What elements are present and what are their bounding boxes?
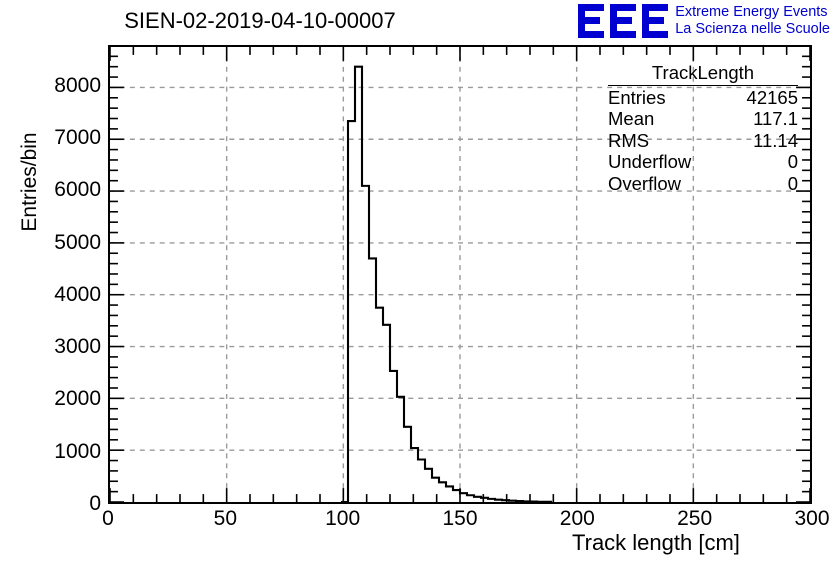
grid-layer	[110, 47, 810, 502]
stats-key: Mean	[608, 108, 655, 129]
x-tick-label: 200	[559, 507, 595, 530]
y-tick-label: 3000	[54, 335, 101, 359]
stats-row: Mean 117.1	[608, 108, 798, 130]
histogram-curve	[110, 47, 810, 502]
stats-value: 0	[787, 151, 798, 172]
x-tick-label: 150	[442, 507, 478, 530]
logo-line-2: La Scienza nelle Scuole	[675, 21, 830, 37]
y-tick-label: 7000	[54, 126, 101, 150]
stats-key: Underflow	[608, 151, 692, 172]
stats-key: RMS	[608, 129, 650, 151]
stats-rows: Entries 42165 Mean 117.1 RMS 11.14 Underflow 0 O…	[608, 87, 798, 195]
x-axis-title: Track length [cm]	[572, 530, 740, 555]
tick-layer	[109, 47, 811, 503]
y-tick-label: 6000	[54, 178, 101, 202]
stats-row: RMS 11.14	[608, 130, 798, 152]
stats-row: Entries 42165	[608, 87, 798, 109]
eee-logo-text: Extreme Energy Events La Scienza nelle S…	[675, 4, 830, 38]
y-tick-label: 1000	[54, 439, 101, 463]
stats-key: Entries	[608, 86, 666, 108]
stats-key: Overflow	[608, 172, 681, 194]
y-tick-label: 5000	[54, 230, 101, 254]
stats-value: 42165	[746, 86, 798, 108]
eee-logo-mark	[578, 4, 669, 38]
x-tick-label: 250	[677, 507, 713, 530]
stats-row: Underflow 0	[608, 151, 798, 173]
stats-title: TrackLength	[608, 62, 798, 86]
x-tick-label: 50	[213, 507, 238, 530]
x-tick-label: 0	[102, 507, 114, 530]
y-tick-label-group: 0 1000 2000 3000 4000 5000 6000 7000 8000	[0, 0, 101, 572]
stats-value: 0	[787, 172, 798, 194]
page-title: SIEN-02-2019-04-10-00007	[124, 8, 396, 33]
stats-value: 11.14	[753, 129, 798, 151]
x-tick-label: 300	[794, 507, 830, 530]
logo-line-1: Extreme Energy Events	[675, 4, 828, 20]
y-tick-label: 8000	[54, 73, 101, 97]
stats-value: 117.1	[753, 108, 798, 129]
y-tick-label: 4000	[54, 282, 101, 306]
y-tick-label: 2000	[54, 387, 101, 411]
y-tick-label: 0	[89, 492, 101, 515]
statistics-box: TrackLength Entries 42165 Mean 117.1 RMS 11.1…	[608, 62, 798, 194]
plot-frame	[108, 45, 812, 504]
stats-row: Overflow 0	[608, 173, 798, 195]
x-tick-label: 100	[325, 507, 361, 530]
eee-logo: Extreme Energy Events La Scienza nelle S…	[578, 2, 830, 40]
